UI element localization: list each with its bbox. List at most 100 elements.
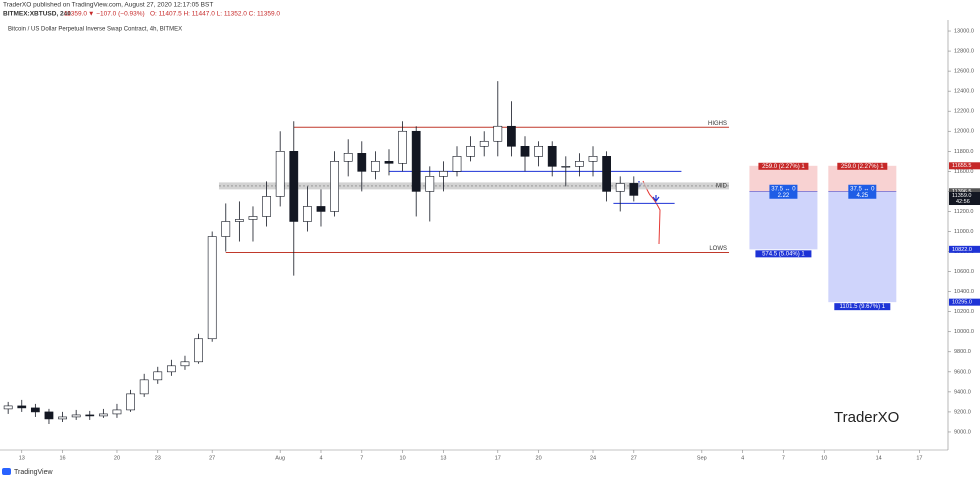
candle-body [534,145,543,157]
candle-body [303,206,312,222]
price-tag-label: 10822.0 [952,247,972,253]
y-tick-label: 11200.0 [954,209,973,215]
price-tag-label: 10295.0 [952,300,972,306]
price-tag [949,298,980,306]
bottom-label: 1101.5 (9.67%) 1 [840,304,886,310]
ratio: 2.22 [778,193,790,199]
header: TraderXO published on TradingView.com, A… [3,2,213,9]
x-tick-label: 7 [360,455,363,461]
y-tick-label: 12600.0 [954,69,974,75]
x-tick-label: 13 [19,455,25,461]
entry-label: 37.5 ↔ 0 [850,186,875,192]
candle-body [507,125,516,147]
candle-body [44,411,54,420]
price-tag [949,188,980,196]
projection-path [642,180,661,245]
candle-body [166,365,176,373]
x-tick-label: 20 [536,455,542,461]
symbol: BITMEX:XBTUSD, 240 [3,11,71,18]
candle-body [425,176,435,192]
candle-body [615,183,625,192]
x-tick-label: Aug [275,455,285,461]
last-price: 11359.0 [64,11,87,18]
x-tick-label: 10 [400,455,406,461]
zone-label: MID [716,183,728,189]
bottom-label: 574.5 (5.04%) 1 [762,251,805,257]
candle-body [330,161,339,212]
price-tag [949,245,980,253]
candle-body [629,183,639,196]
footer: TradingView [14,469,53,476]
top-label: 259.0 (2.27%) 1 [762,164,805,170]
ratio: 4.25 [856,193,868,199]
loss-zone [828,191,897,303]
candle-body [343,153,353,162]
x-tick-label: 7 [782,455,785,461]
candle-body [98,413,108,417]
level-label: HIGHS [708,121,727,127]
loss-zone [749,191,818,250]
label-box [755,250,812,258]
label-box [848,184,877,199]
y-tick-label: 11000.0 [954,229,973,235]
candle-body [153,371,163,381]
candle-body [30,407,40,413]
y-tick-label: 11600.0 [954,169,973,175]
candle-body [180,361,190,367]
candle-body [357,153,367,172]
label-box [837,162,888,170]
x-tick-label: 23 [155,455,161,461]
candle-body [439,171,448,177]
price-tag [949,162,980,170]
price-tag-label: 11655.5 [952,163,971,169]
x-tick-label: 14 [876,455,882,461]
candle-body [221,221,231,237]
x-tick-label: 17 [916,455,922,461]
x-tick-label: 20 [114,455,120,461]
y-tick-label: 12800.0 [954,49,974,55]
y-tick-label: 10000.0 [954,329,974,335]
chart-title: Bitcoin / US Dollar Perpetual Inverse Sw… [8,27,182,33]
last-tag [949,192,980,206]
ohlc: O: 11407.5 H: 11447.0 L: 11352.0 C: 1135… [150,11,280,18]
candle-body [85,414,95,417]
label-box [758,162,809,170]
candle-body [275,151,285,197]
watermark: TraderXO [834,409,899,426]
label-box [769,184,798,199]
x-tick-label: 4 [319,455,322,461]
y-tick-label: 12000.0 [954,129,974,135]
x-tick-label: 24 [590,455,596,461]
candle-body [384,161,394,164]
y-tick-label: 9400.0 [954,389,971,395]
x-tick-label: 27 [631,455,637,461]
y-tick-label: 9200.0 [954,409,971,415]
candle-body [575,161,584,167]
candle-body [248,216,258,220]
candle-body [289,151,299,222]
y-tick-label: 9000.0 [954,429,971,435]
candle-body [194,338,203,363]
candle-body [139,379,149,395]
candle-body [547,145,557,167]
candle-body [561,166,571,168]
y-tick-label: 9800.0 [954,349,971,355]
candle-body [602,156,611,192]
countdown: 42:56 [956,199,970,205]
logo [2,468,11,475]
candle-body [71,414,81,418]
candle-body [520,145,530,157]
candle-body [371,161,380,172]
y-tick-label: 11800.0 [954,149,973,155]
candle-body [17,405,27,409]
candle-body [466,145,475,157]
candle-body [207,236,217,340]
mid-zone [218,182,730,190]
y-tick-label: 10600.0 [954,269,974,275]
y-tick-label: 12400.0 [954,89,974,95]
candle-body [234,219,244,222]
x-tick-label: Sep [697,455,707,461]
y-tick-label: 12200.0 [954,109,974,115]
x-tick-label: 27 [209,455,215,461]
